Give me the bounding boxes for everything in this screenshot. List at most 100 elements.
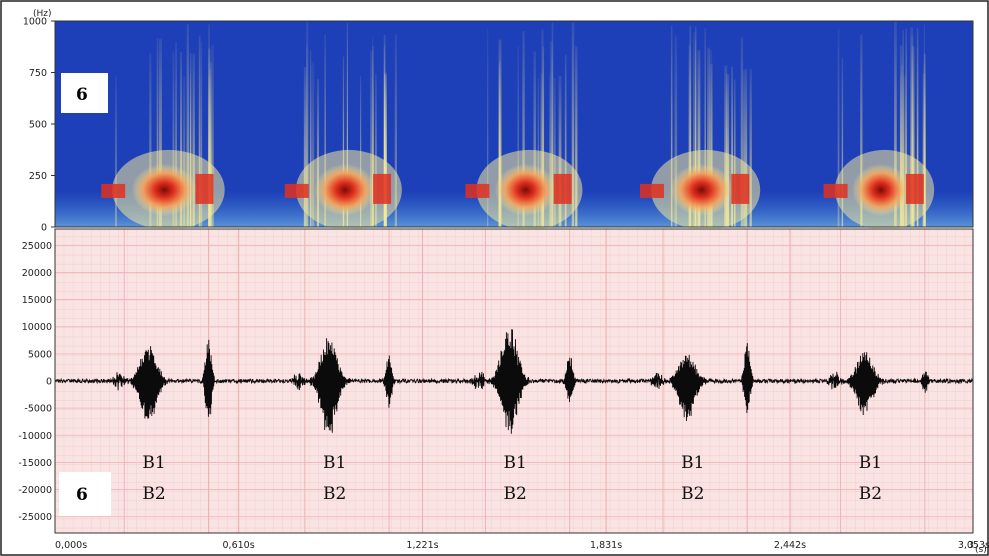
spectrogram-streak [697,50,701,227]
spectrogram-streak [922,73,926,227]
spectrogram-streak [550,41,553,228]
beat-label-b2: B2 [142,484,165,504]
spectrogram-streak [303,67,307,228]
spectrogram-streak [310,50,312,227]
spectrogram-streak [749,69,752,227]
spectrogram-streak [841,57,844,227]
spectrogram-streak [346,22,349,227]
spectrogram-streak [734,79,736,227]
beat-label-b1: B1 [859,453,882,473]
spectrogram-streak [115,76,117,227]
spectrogram-b1-band [465,183,490,198]
spectrogram-y-tick-label: 500 [29,120,47,131]
spectrogram-streak [324,34,326,227]
spectrogram-streak [724,65,728,227]
spectrogram-streak [370,50,373,227]
waveform-x-tick-label: 1,221s [406,540,438,551]
beat-label-b2: B2 [323,484,346,504]
spectrogram-streak [372,46,374,227]
spectrogram-streak [186,24,189,227]
spectrogram-streak [916,27,919,228]
spectrogram-streak [149,52,152,228]
spectrogram-hot-core [131,163,198,216]
spectrogram-streak [209,62,212,227]
spectrogram-streak [394,34,398,227]
spectrogram-hot-core [852,163,910,216]
waveform-x-tick-label: 0,000s [55,540,87,551]
spectrogram-streak [200,40,203,228]
spectrogram-streak [542,46,545,227]
beat-labels: B1 B2 B1 B2 B1 B2 B1 B2 B1 B2 [142,453,882,504]
spectrogram-streak [192,53,195,227]
spectrogram-burst [465,22,583,230]
waveform-y-tick-label: 10000 [22,322,52,333]
spectrogram-streak [541,29,544,227]
spectrogram-streak [743,70,745,227]
waveform-y-tick-label: -20000 [18,485,52,496]
beat-label-b2: B2 [504,484,527,504]
waveform-y-tick-label: 0 [46,377,52,388]
spectrogram-y-tick-label: 0 [41,223,47,234]
waveform-y-tick-label: 5000 [28,349,52,360]
spectrogram-streak [207,48,211,227]
spectrogram-streak [383,44,386,227]
spectrogram-streak [558,75,562,228]
waveform-y-tick-label: -10000 [18,431,52,442]
spectrogram-b2-band [553,173,572,204]
spectrogram-streak [744,69,748,227]
spectrogram-streak [689,25,692,228]
waveform-y-tick-label: 15000 [22,295,52,306]
spectrogram-streak [375,73,377,227]
spectrogram-panel: 1000 750 500 250 0 (Hz) 6 [23,9,974,234]
spectrogram-streak [198,35,201,227]
spectrogram-streak [707,47,710,227]
spectrogram-burst [639,25,761,230]
spectrogram-b2-band [373,173,392,204]
spectrogram-y-ticks: 1000 750 500 250 0 [23,17,55,234]
spectrogram-streak [894,21,897,228]
waveform-x-unit: (s) [975,545,987,555]
spectrogram-y-tick-label: 1000 [23,17,47,28]
spectrogram-y-tick-label: 750 [29,68,47,79]
spectrogram-streak [533,51,536,227]
spectrogram-y-tick-label: 250 [29,171,47,182]
spectrogram-streak [316,79,320,227]
spectrogram-streak [910,27,914,228]
spectrogram-panel-number-box [61,73,108,113]
spectrogram-streak [522,30,525,228]
spectrogram-streak [553,77,556,227]
spectrogram-streak [710,64,713,228]
beat-label-b2: B2 [681,484,704,504]
spectrogram-streak [306,21,309,228]
spectrogram-streak [342,56,345,228]
spectrogram-streak [899,45,903,227]
waveform-x-tick-label: 0,610s [223,540,255,551]
beat-label-b1: B1 [142,453,165,473]
spectrogram-streak [731,66,734,228]
waveform-frame [54,228,974,534]
spectrogram-hot-core [314,163,376,216]
spectrogram-streak [837,28,840,227]
spectrogram-streak [726,74,730,227]
spectrogram-streak [911,46,915,228]
spectrogram-streak [180,51,183,228]
spectrogram-b2-band [905,173,924,204]
spectrogram-streak [704,28,706,228]
beat-label-b1: B1 [323,453,346,473]
spectrogram-streak [674,35,678,228]
spectrogram-streak [549,74,551,227]
spectrogram-y-unit: (Hz) [33,9,52,19]
waveform-x-tick-label: 3 [968,540,974,551]
beat-label-b1: B1 [681,453,704,473]
spectrogram-b1-band [284,183,309,198]
waveform-x-tick-label: 1,831s [590,540,622,551]
spectrogram-streak [517,45,519,227]
spectrogram-streak [487,27,489,228]
spectrogram-hot-core [494,163,557,216]
spectrogram-burst [101,24,225,230]
waveform-x-tick-label: 3,053s [958,540,989,551]
spectrogram-streak [905,28,908,227]
spectrogram-streak [740,37,744,228]
